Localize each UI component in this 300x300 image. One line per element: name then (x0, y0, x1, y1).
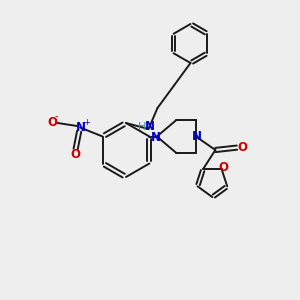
Text: O: O (70, 148, 81, 161)
Text: +: + (83, 118, 90, 127)
Text: N: N (151, 130, 161, 144)
Text: O: O (237, 141, 248, 154)
Text: N: N (192, 130, 202, 143)
Text: O: O (218, 161, 228, 174)
Text: N: N (145, 120, 155, 133)
Text: H: H (138, 122, 146, 132)
Text: O: O (47, 116, 57, 130)
Text: N: N (76, 121, 86, 134)
Text: -: - (54, 111, 58, 122)
